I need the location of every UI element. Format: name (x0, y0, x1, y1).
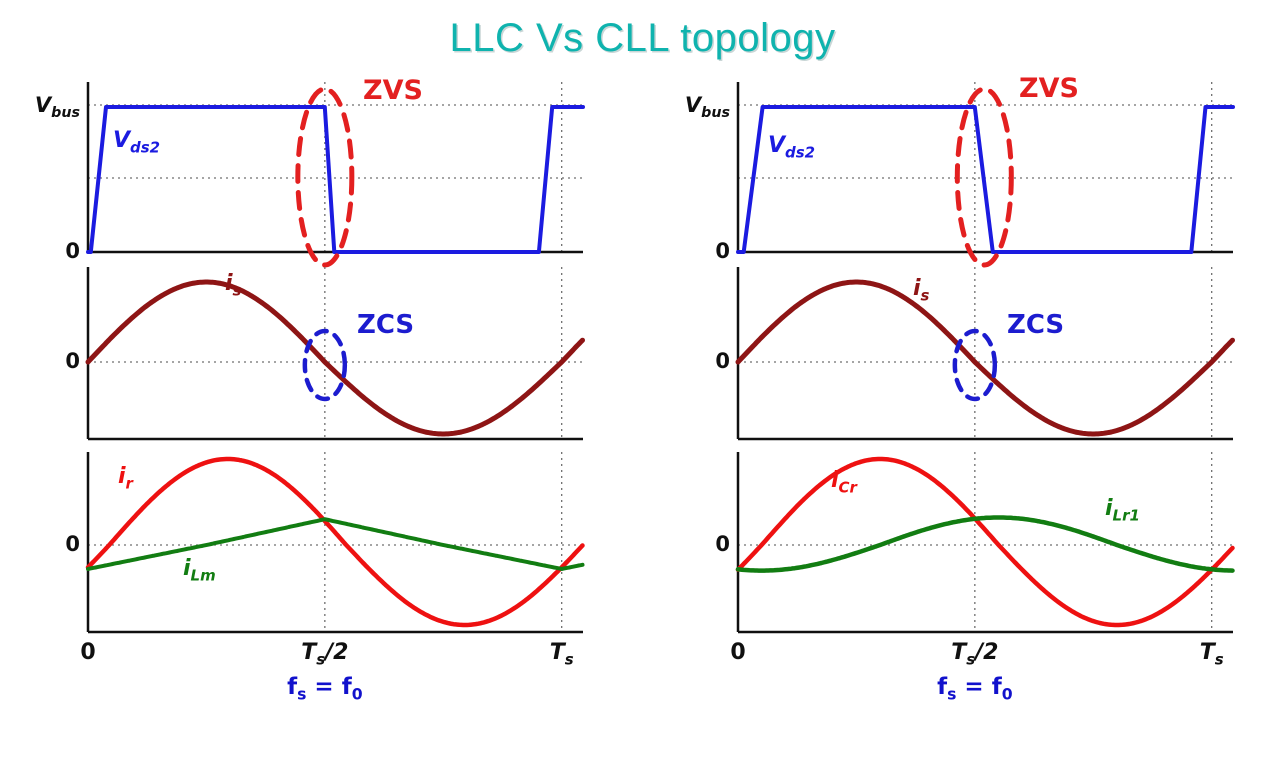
is-plot: is 0 ZCS (65, 267, 585, 441)
slide-title: LLC Vs CLL topology (449, 16, 836, 60)
x-tick-label: Ts/2 (301, 640, 348, 668)
zvs-ellipse (954, 86, 1014, 268)
iLr1-label: iLr1 (1105, 496, 1140, 524)
y-axis-label: Vbus (34, 93, 79, 121)
y-axis-label: 0 (65, 349, 80, 373)
is-label: is (913, 276, 930, 304)
waveform-panels: Vds2 Vbus 0 ZVS is 0 ZCS ir iLm 0 0 Ts/2 Ts fs = f0 V… (0, 67, 1285, 717)
y-axis-label: 0 (715, 532, 730, 556)
zvs-label: ZVS (363, 75, 423, 106)
is-trace (735, 279, 1235, 437)
y-axis-label: 0 (715, 239, 730, 263)
x-tick-label: Ts/2 (951, 640, 998, 668)
is-label: is (225, 271, 242, 299)
zcs-ellipse (302, 328, 347, 402)
is-plot: is 0 ZCS (715, 267, 1235, 441)
x-tick-label: Ts (549, 640, 573, 668)
Vds2-label: Vds2 (113, 128, 160, 156)
y-axis-label: 0 (65, 532, 80, 556)
zcs-label: ZCS (357, 310, 414, 340)
x-tick-label: 0 (730, 640, 745, 665)
zcs-ellipse (952, 328, 997, 402)
x-tick-label: 0 (80, 640, 95, 665)
llc-waveforms-chart: Vds2 Vbus 0 ZVS is 0 ZCS ir iLm 0 0 Ts/2 Ts fs = f0 (34, 75, 585, 704)
Vds2-trace (85, 105, 585, 254)
y-axis-label: 0 (715, 349, 730, 373)
icr-ilr1-plot: iCr iLr1 0 (715, 452, 1235, 634)
Vds2-label: Vds2 (768, 133, 815, 161)
vds2-plot: Vds2 Vbus 0 ZVS (34, 75, 585, 268)
cll-waveforms-chart: Vds2 Vbus 0 ZVS is 0 ZCS iCr iLr1 0 0 Ts/2 Ts fs = f0 (684, 73, 1235, 704)
frequency-caption: fs = f0 (287, 674, 363, 704)
zvs-ellipse (294, 86, 354, 268)
frequency-caption: fs = f0 (937, 674, 1013, 704)
ir-ilm-plot: ir iLm 0 (65, 452, 585, 634)
iLr1-trace (735, 515, 1235, 573)
iLm-trace (85, 517, 584, 571)
y-axis-label: 0 (65, 239, 80, 263)
y-axis-label: Vbus (684, 93, 729, 121)
ir-trace (85, 456, 585, 628)
iCr-label: iCr (831, 468, 859, 496)
iCr-trace (735, 456, 1235, 628)
is-trace (85, 279, 585, 437)
x-tick-label: Ts (1199, 640, 1223, 668)
vds2-plot: Vds2 Vbus 0 ZVS (684, 73, 1235, 268)
zcs-label: ZCS (1007, 310, 1064, 340)
zvs-label: ZVS (1019, 73, 1079, 104)
iLm-label: iLm (183, 556, 216, 584)
ir-label: ir (118, 464, 135, 492)
Vds2-trace (735, 105, 1235, 254)
